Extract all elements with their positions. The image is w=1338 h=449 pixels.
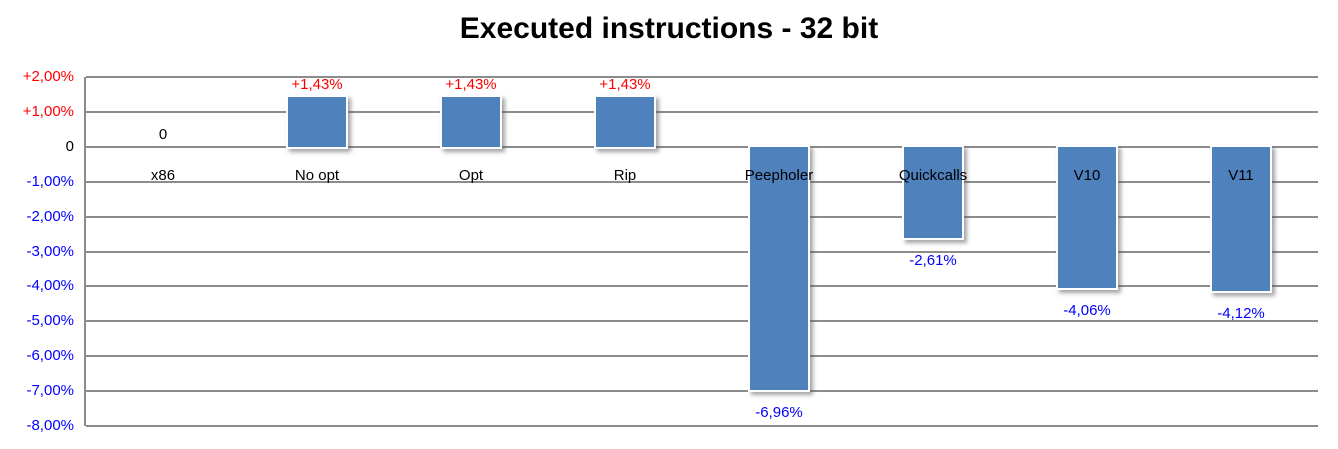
bar-value-label: +1,43%: [445, 75, 497, 93]
gridline: [86, 110, 1318, 113]
gridline: [86, 425, 1318, 427]
bar-quickcalls: [902, 144, 964, 240]
y-axis-tick-label: +1,00%: [22, 102, 74, 120]
y-axis-tick-label: -2,00%: [26, 207, 74, 225]
bar-no-opt: [286, 94, 348, 149]
bar-value-label: -2,61%: [909, 251, 957, 269]
plot-area: 0 x86 +1,43% No opt +1,43% Opt +1,43% Rip -6,96%…: [84, 75, 1318, 427]
y-axis-tick-label: -3,00%: [26, 242, 74, 260]
bar-value-label: -6,96%: [755, 403, 803, 421]
gridline: [86, 320, 1318, 323]
category-label-v11: V11: [1228, 166, 1254, 184]
gridline: [86, 76, 1318, 78]
category-label-peepholer: Peepholer: [744, 166, 814, 184]
category-label-no-opt: No opt: [294, 166, 340, 184]
bar-value-label: -4,12%: [1217, 304, 1265, 322]
category-label-x86: x86: [150, 166, 176, 184]
category-label-quickcalls: Quickcalls: [898, 166, 968, 184]
y-axis-tick-label: -4,00%: [26, 277, 74, 295]
y-axis-tick-label: -7,00%: [26, 382, 74, 400]
bar-opt: [440, 94, 502, 149]
y-axis-tick-label: -5,00%: [26, 312, 74, 330]
bar-value-label: -4,06%: [1063, 302, 1111, 320]
y-axis-tick-label: -1,00%: [26, 172, 74, 190]
y-axis-tick-label: -8,00%: [26, 417, 74, 434]
bar-peepholer: [748, 144, 810, 392]
y-axis-tick-label: 0: [65, 137, 74, 155]
gridline: [86, 145, 1318, 148]
bar-v10: [1056, 144, 1118, 291]
y-axis-tick-label: +2,00%: [22, 68, 74, 85]
gridline: [86, 180, 1318, 183]
y-axis-tick-label: -6,00%: [26, 347, 74, 365]
bar-value-label: +1,43%: [291, 75, 343, 93]
chart-title: Executed instructions - 32 bit: [459, 12, 879, 45]
gridline: [86, 355, 1318, 358]
bar-v11: [1210, 144, 1272, 293]
category-label-v10: V10: [1073, 166, 1101, 184]
gridline: [86, 390, 1318, 393]
bar-value-label: 0: [158, 125, 168, 143]
gridline: [86, 285, 1318, 288]
category-label-rip: Rip: [613, 166, 637, 184]
gridline: [86, 215, 1318, 218]
gridline: [86, 250, 1318, 253]
category-label-opt: Opt: [458, 166, 484, 184]
bar-value-label: +1,43%: [599, 75, 651, 93]
bar-rip: [594, 94, 656, 149]
